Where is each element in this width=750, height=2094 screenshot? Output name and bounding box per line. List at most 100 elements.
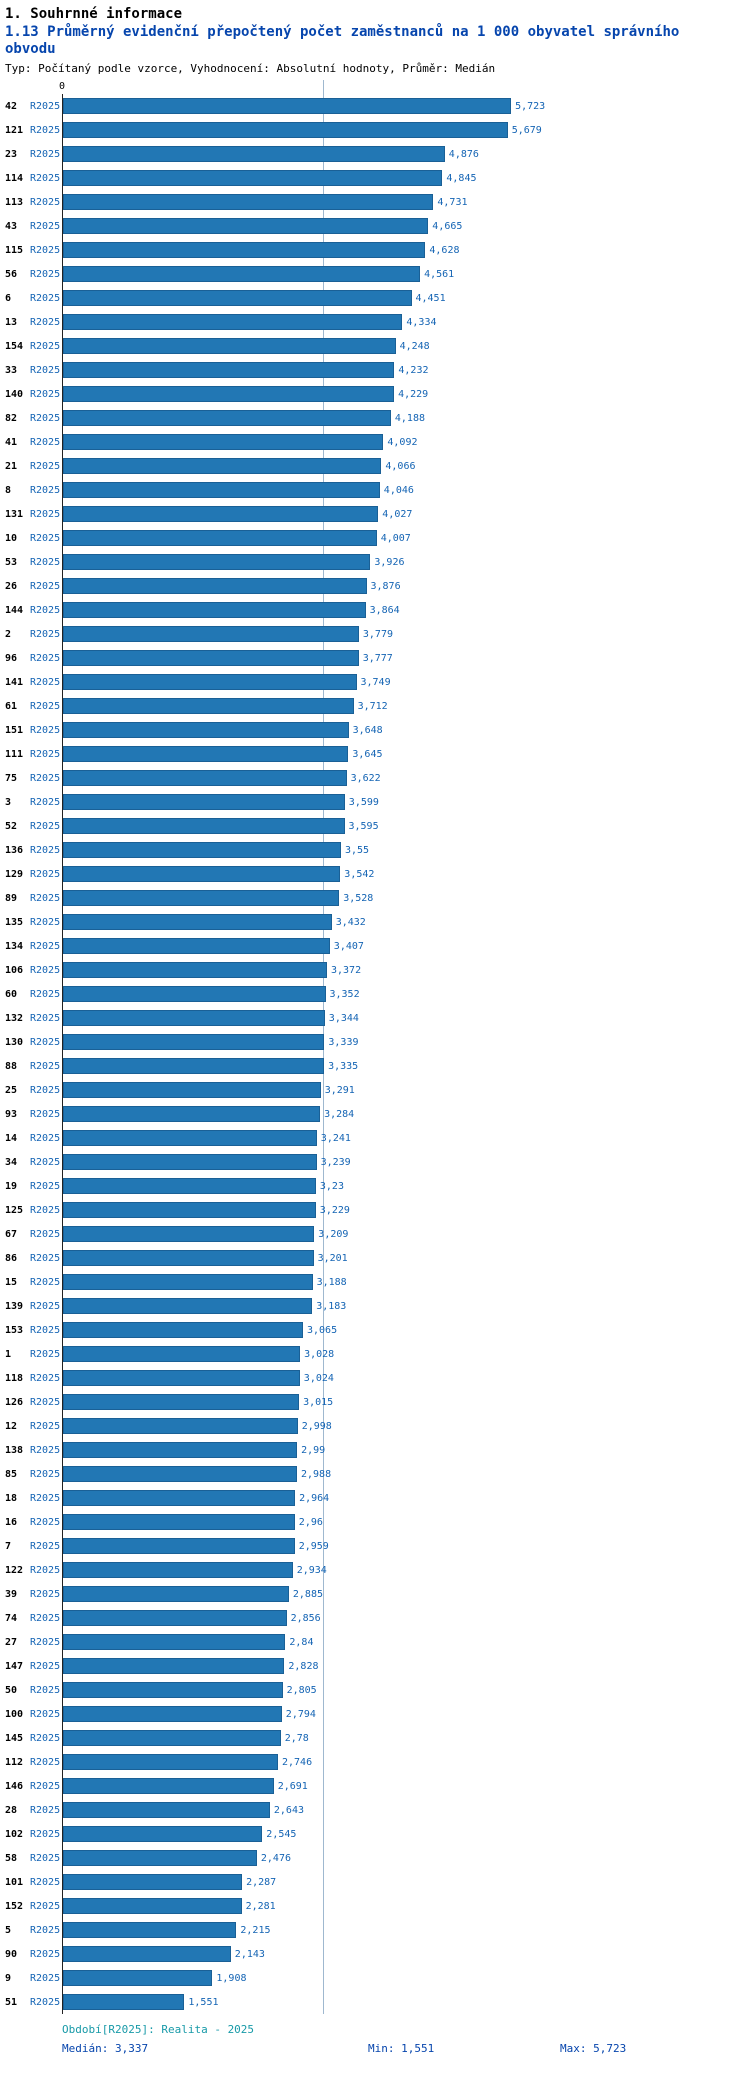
bar-track: 2,964 xyxy=(62,1486,750,1510)
row-id-label: 90 xyxy=(5,1948,18,1960)
chart-row: 42 R2025 5,723 xyxy=(0,94,750,118)
bar xyxy=(63,242,426,258)
bar-value-label: 2,287 xyxy=(246,1876,277,1888)
row-id-label: 154 xyxy=(5,340,24,352)
chart-row: 144 R2025 3,864 xyxy=(0,598,750,622)
row-id-label: 146 xyxy=(5,1780,24,1792)
bar-value-label: 4,451 xyxy=(415,292,446,304)
row-id-label: 136 xyxy=(5,844,24,856)
bar-track: 4,845 xyxy=(62,166,750,190)
bar-track: 4,451 xyxy=(62,286,750,310)
row-id-label: 13 xyxy=(5,316,18,328)
bar-track: 2,805 xyxy=(62,1678,750,1702)
bar xyxy=(63,674,357,690)
bar-value-label: 3,291 xyxy=(324,1084,355,1096)
bar-track: 2,998 xyxy=(62,1414,750,1438)
bar-track: 2,643 xyxy=(62,1798,750,1822)
bar xyxy=(63,194,434,210)
chart-title: 1.13 Průměrný evidenční přepočtený počet… xyxy=(5,24,680,57)
bar-value-label: 2,215 xyxy=(240,1924,271,1936)
bar-track: 4,334 xyxy=(62,310,750,334)
row-id-label: 50 xyxy=(5,1684,18,1696)
row-period-label: R2025 xyxy=(30,1324,61,1336)
bar xyxy=(63,266,421,282)
bar xyxy=(63,1634,286,1650)
bar-track: 2,545 xyxy=(62,1822,750,1846)
bar-track: 4,248 xyxy=(62,334,750,358)
row-period-label: R2025 xyxy=(30,844,61,856)
bar xyxy=(63,1226,315,1242)
chart-meta: Typ: Počítaný podle vzorce, Vyhodnocení:… xyxy=(5,62,496,75)
row-period-label: R2025 xyxy=(30,748,61,760)
bar-track: 4,066 xyxy=(62,454,750,478)
bar-value-label: 2,964 xyxy=(299,1492,330,1504)
bar-value-label: 3,352 xyxy=(329,988,360,1000)
chart-row: 151 R2025 3,648 xyxy=(0,718,750,742)
bar-value-label: 5,679 xyxy=(511,124,542,136)
bar xyxy=(63,698,354,714)
bar-track: 4,027 xyxy=(62,502,750,526)
chart-row: 27 R2025 2,84 xyxy=(0,1630,750,1654)
bar-track: 3,183 xyxy=(62,1294,750,1318)
bar-track: 2,934 xyxy=(62,1558,750,1582)
bar xyxy=(63,1826,263,1842)
bar xyxy=(63,338,396,354)
chart-row: 41 R2025 4,092 xyxy=(0,430,750,454)
bar-value-label: 5,723 xyxy=(515,100,546,112)
chart-row: 9 R2025 1,908 xyxy=(0,1966,750,1990)
row-period-label: R2025 xyxy=(30,772,61,784)
chart-row: 5 R2025 2,215 xyxy=(0,1918,750,1942)
row-period-label: R2025 xyxy=(30,868,61,880)
row-id-label: 60 xyxy=(5,988,18,1000)
bar-track: 3,55 xyxy=(62,838,750,862)
bar-value-label: 3,599 xyxy=(348,796,379,808)
bar-track: 2,96 xyxy=(62,1510,750,1534)
bar-value-label: 2,885 xyxy=(292,1588,323,1600)
row-period-label: R2025 xyxy=(30,964,61,976)
bar xyxy=(63,1154,317,1170)
row-period-label: R2025 xyxy=(30,940,61,952)
chart-row: 93 R2025 3,284 xyxy=(0,1102,750,1126)
bar-track: 3,201 xyxy=(62,1246,750,1270)
bar xyxy=(63,578,367,594)
row-period-label: R2025 xyxy=(30,628,61,640)
row-id-label: 74 xyxy=(5,1612,18,1624)
chart-row: 33 R2025 4,232 xyxy=(0,358,750,382)
row-period-label: R2025 xyxy=(30,796,61,808)
row-id-label: 131 xyxy=(5,508,24,520)
chart-row: 6 R2025 4,451 xyxy=(0,286,750,310)
row-id-label: 85 xyxy=(5,1468,18,1480)
row-id-label: 88 xyxy=(5,1060,18,1072)
bar-value-label: 3,645 xyxy=(352,748,383,760)
row-id-label: 52 xyxy=(5,820,18,832)
chart-row: 2 R2025 3,779 xyxy=(0,622,750,646)
row-period-label: R2025 xyxy=(30,1420,61,1432)
row-id-label: 86 xyxy=(5,1252,18,1264)
row-id-label: 125 xyxy=(5,1204,24,1216)
bar-value-label: 4,046 xyxy=(383,484,414,496)
chart-row: 132 R2025 3,344 xyxy=(0,1006,750,1030)
bar-value-label: 4,561 xyxy=(424,268,455,280)
bar-track: 4,561 xyxy=(62,262,750,286)
chart-row: 106 R2025 3,372 xyxy=(0,958,750,982)
row-id-label: 16 xyxy=(5,1516,18,1528)
row-id-label: 132 xyxy=(5,1012,24,1024)
row-id-label: 115 xyxy=(5,244,24,256)
chart-row: 85 R2025 2,988 xyxy=(0,1462,750,1486)
bar xyxy=(63,1874,243,1890)
bar-value-label: 3,201 xyxy=(317,1252,348,1264)
chart-row: 96 R2025 3,777 xyxy=(0,646,750,670)
bar-track: 3,528 xyxy=(62,886,750,910)
bar xyxy=(63,1442,298,1458)
bar xyxy=(63,290,412,306)
bar xyxy=(63,1418,298,1434)
row-period-label: R2025 xyxy=(30,1564,61,1576)
bar xyxy=(63,890,340,906)
bar-value-label: 3,622 xyxy=(350,772,381,784)
bar xyxy=(63,1370,300,1386)
bar-track: 3,291 xyxy=(62,1078,750,1102)
bar-track: 3,024 xyxy=(62,1366,750,1390)
bar-value-label: 2,959 xyxy=(298,1540,329,1552)
bar xyxy=(63,1082,321,1098)
bar-track: 3,028 xyxy=(62,1342,750,1366)
